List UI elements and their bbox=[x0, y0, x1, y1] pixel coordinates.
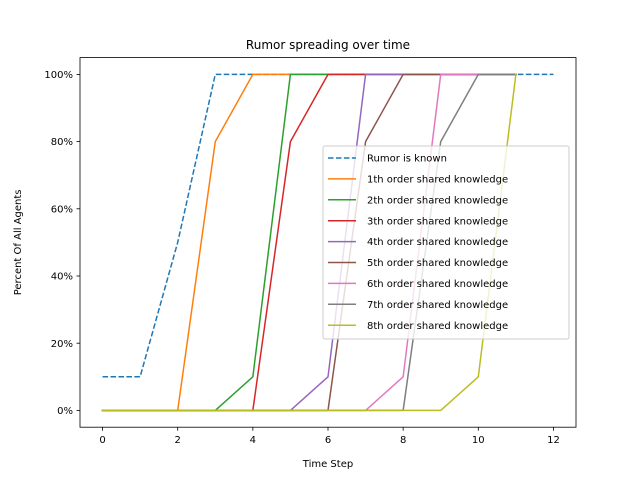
legend-label: 5th order shared knowledge bbox=[367, 258, 508, 269]
x-tick-label: 8 bbox=[400, 435, 406, 446]
legend-label: 7th order shared knowledge bbox=[367, 300, 508, 311]
y-tick-label: 20% bbox=[51, 339, 73, 350]
legend-label: 4th order shared knowledge bbox=[367, 237, 508, 248]
series-line-9 bbox=[101, 73, 517, 412]
legend-label: 8th order shared knowledge bbox=[367, 321, 508, 332]
legend-label: 1th order shared knowledge bbox=[367, 175, 508, 186]
x-tick-label: 4 bbox=[250, 435, 256, 446]
y-tick-label: 40% bbox=[51, 272, 73, 283]
x-tick-label: 12 bbox=[547, 435, 560, 446]
x-axis-label: Time Step bbox=[302, 459, 353, 470]
x-tick-label: 2 bbox=[175, 435, 181, 446]
legend: Rumor is known 1th order shared knowledge… bbox=[322, 145, 570, 340]
chart-title: Rumor spreading over time bbox=[246, 38, 410, 52]
y-tick-label: 80% bbox=[51, 137, 73, 148]
series-layer bbox=[101, 73, 554, 412]
x-tick-label: 6 bbox=[325, 435, 331, 446]
legend-box bbox=[322, 145, 570, 340]
y-tick-label: 0% bbox=[57, 406, 73, 417]
legend-label: 6th order shared knowledge bbox=[367, 279, 508, 290]
y-axis-label: Percent Of All Agents bbox=[13, 190, 24, 296]
y-tick-label: 60% bbox=[51, 204, 73, 215]
y-tick-label: 100% bbox=[44, 70, 73, 81]
x-tick-label: 10 bbox=[472, 435, 485, 446]
legend-label: 3th order shared knowledge bbox=[367, 216, 508, 227]
legend-label: Rumor is known bbox=[367, 154, 447, 165]
legend-label: 2th order shared knowledge bbox=[367, 195, 508, 206]
y-axis-ticks: 0% 20% 40% 60% 80% 100% bbox=[44, 70, 80, 417]
x-axis-ticks: 0 2 4 6 8 10 12 bbox=[99, 427, 560, 446]
x-tick-label: 0 bbox=[99, 435, 105, 446]
